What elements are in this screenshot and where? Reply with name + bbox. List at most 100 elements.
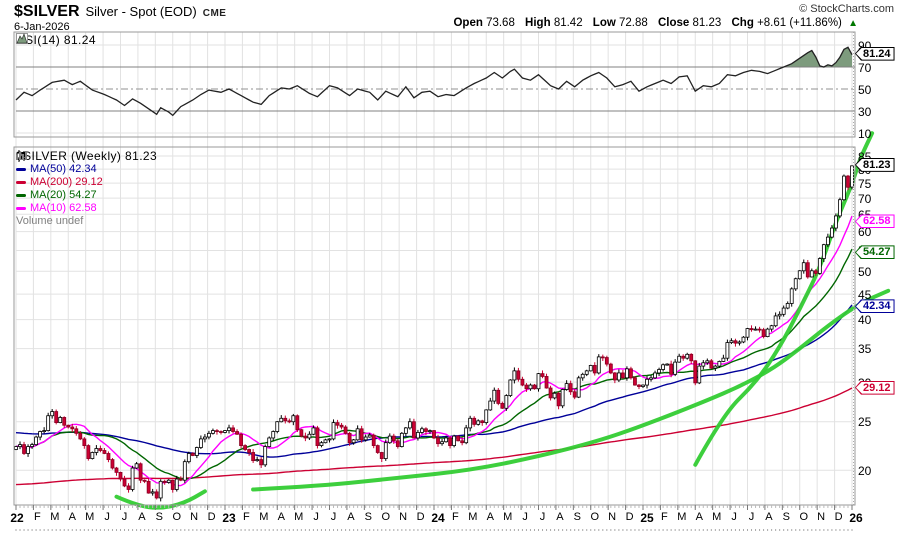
ma-dash-icon (16, 181, 26, 184)
month-label: M (85, 511, 95, 523)
month-label: D (625, 511, 634, 523)
month-label: 25 (640, 511, 654, 525)
month-label: A (138, 511, 146, 523)
month-label: J (104, 511, 110, 523)
month-label: 26 (849, 511, 863, 525)
chart-date: 6-Jan-2026 (14, 21, 70, 33)
ma-legend-item: MA(20) 54.27 (16, 189, 157, 202)
month-label: J (748, 511, 755, 523)
last-value-tag: 81.24 (855, 46, 895, 61)
chg-label: Chg (731, 17, 754, 29)
rsi-axis-label: 50 (858, 82, 872, 97)
month-label: F (243, 511, 250, 523)
copyright: © StockCharts.com (799, 3, 894, 15)
volume-legend-row: Volume undef (16, 151, 157, 228)
annotation-long-parabola (251, 288, 891, 492)
rsi-panel-border (13, 31, 856, 138)
last-value-tag: 62.58 (855, 214, 895, 229)
chg-value: +8.61 (+11.86%) (757, 17, 842, 29)
series-legend-row: $SILVER (Weekly) 81.23 (16, 150, 157, 163)
month-label: S (155, 511, 163, 523)
price-axis-label: 70 (858, 191, 872, 206)
month-label: N (399, 511, 408, 523)
month-label: N (817, 511, 826, 523)
volume-bars-icon (16, 151, 27, 160)
ma-legend-label: MA(200) 29.12 (30, 176, 103, 188)
last-value-tag: 54.27 (855, 245, 895, 260)
rsi-legend: RSI(14) 81.24 (16, 33, 96, 47)
month-label: 22 (10, 511, 24, 525)
open-label: Open (453, 17, 483, 29)
main-legend: $SILVER (Weekly) 81.23 MA(50) 42.34 MA(20… (16, 150, 157, 228)
rsi-area-icon (16, 33, 28, 44)
ohlc-readout: Open 73.68 High 81.42 Low 72.88 Close 81… (446, 17, 858, 29)
price-axis-label: 45 (858, 287, 872, 302)
last-value-tag: 42.34 (855, 299, 895, 314)
month-label: O (172, 511, 182, 523)
month-label: A (556, 511, 564, 523)
month-label: M (50, 511, 60, 523)
month-label: J (731, 511, 737, 523)
month-label: M (468, 511, 478, 523)
axis-ticks (15, 505, 853, 531)
month-label: A (347, 511, 355, 523)
month-label: J (121, 511, 128, 523)
close-label: Close (657, 17, 690, 29)
month-label: S (364, 511, 372, 523)
price-axis-label: 20 (858, 463, 872, 478)
month-label: 23 (222, 511, 236, 525)
rsi-axis-label: 30 (858, 104, 872, 119)
month-label: F (661, 511, 668, 523)
month-label: J (313, 511, 319, 523)
month-label: S (782, 511, 790, 523)
month-label: M (294, 511, 304, 523)
month-label: D (416, 511, 425, 523)
month-label: N (608, 511, 617, 523)
ma-legend-label: MA(20) 54.27 (30, 189, 97, 201)
series-legend-label: $SILVER (Weekly) 81.23 (16, 149, 158, 163)
ma-legend: MA(50) 42.34 MA(200) 29.12 MA(20) 54.27 MA(… (16, 163, 157, 215)
month-label: S (573, 511, 581, 523)
month-label: M (503, 511, 513, 523)
month-label: J (539, 511, 546, 523)
low-label: Low (592, 17, 616, 29)
ma-dash-icon (16, 194, 26, 197)
month-label: A (695, 511, 703, 523)
ma-legend-item: MA(200) 29.12 (16, 176, 157, 189)
month-label: A (277, 511, 285, 523)
month-label: A (765, 511, 773, 523)
ma-legend-label: MA(10) 62.58 (30, 202, 97, 214)
change-up-icon: ▲ (848, 18, 858, 29)
rsi-line (15, 46, 853, 117)
rsi-legend-label: RSI(14) 81.24 (16, 33, 96, 47)
ma-dash-icon (16, 168, 26, 171)
month-label: M (677, 511, 687, 523)
month-label: A (68, 511, 76, 523)
rsi-axis-label: 70 (858, 60, 872, 75)
price-axis-label: 60 (858, 225, 872, 240)
high-value: 81.42 (553, 17, 583, 29)
chart-title: $SILVER Silver - Spot (EOD) CME (14, 3, 226, 21)
rsi-axis-label: 10 (858, 126, 872, 141)
price-axis-label: 25 (858, 415, 872, 430)
price-axis-label: 75 (858, 176, 872, 191)
month-label: O (590, 511, 600, 523)
month-label: J (522, 511, 528, 523)
ma-legend-item: MA(10) 62.58 (16, 202, 157, 215)
month-label: D (207, 511, 216, 523)
high-label: High (525, 17, 551, 29)
open-value: 73.68 (486, 17, 515, 29)
ma200-line (15, 387, 853, 486)
annotation-cup-2022-low (114, 489, 207, 510)
last-value-tag: 29.12 (855, 380, 895, 395)
month-label: N (190, 511, 199, 523)
month-label: M (712, 511, 722, 523)
ma-legend-label: MA(50) 42.34 (30, 163, 97, 175)
annotations (114, 131, 891, 510)
month-label: O (799, 511, 809, 523)
volume-legend-label: Volume undef (16, 215, 84, 227)
rsi-indicator (15, 46, 855, 117)
price-axis-label: 35 (858, 342, 872, 357)
